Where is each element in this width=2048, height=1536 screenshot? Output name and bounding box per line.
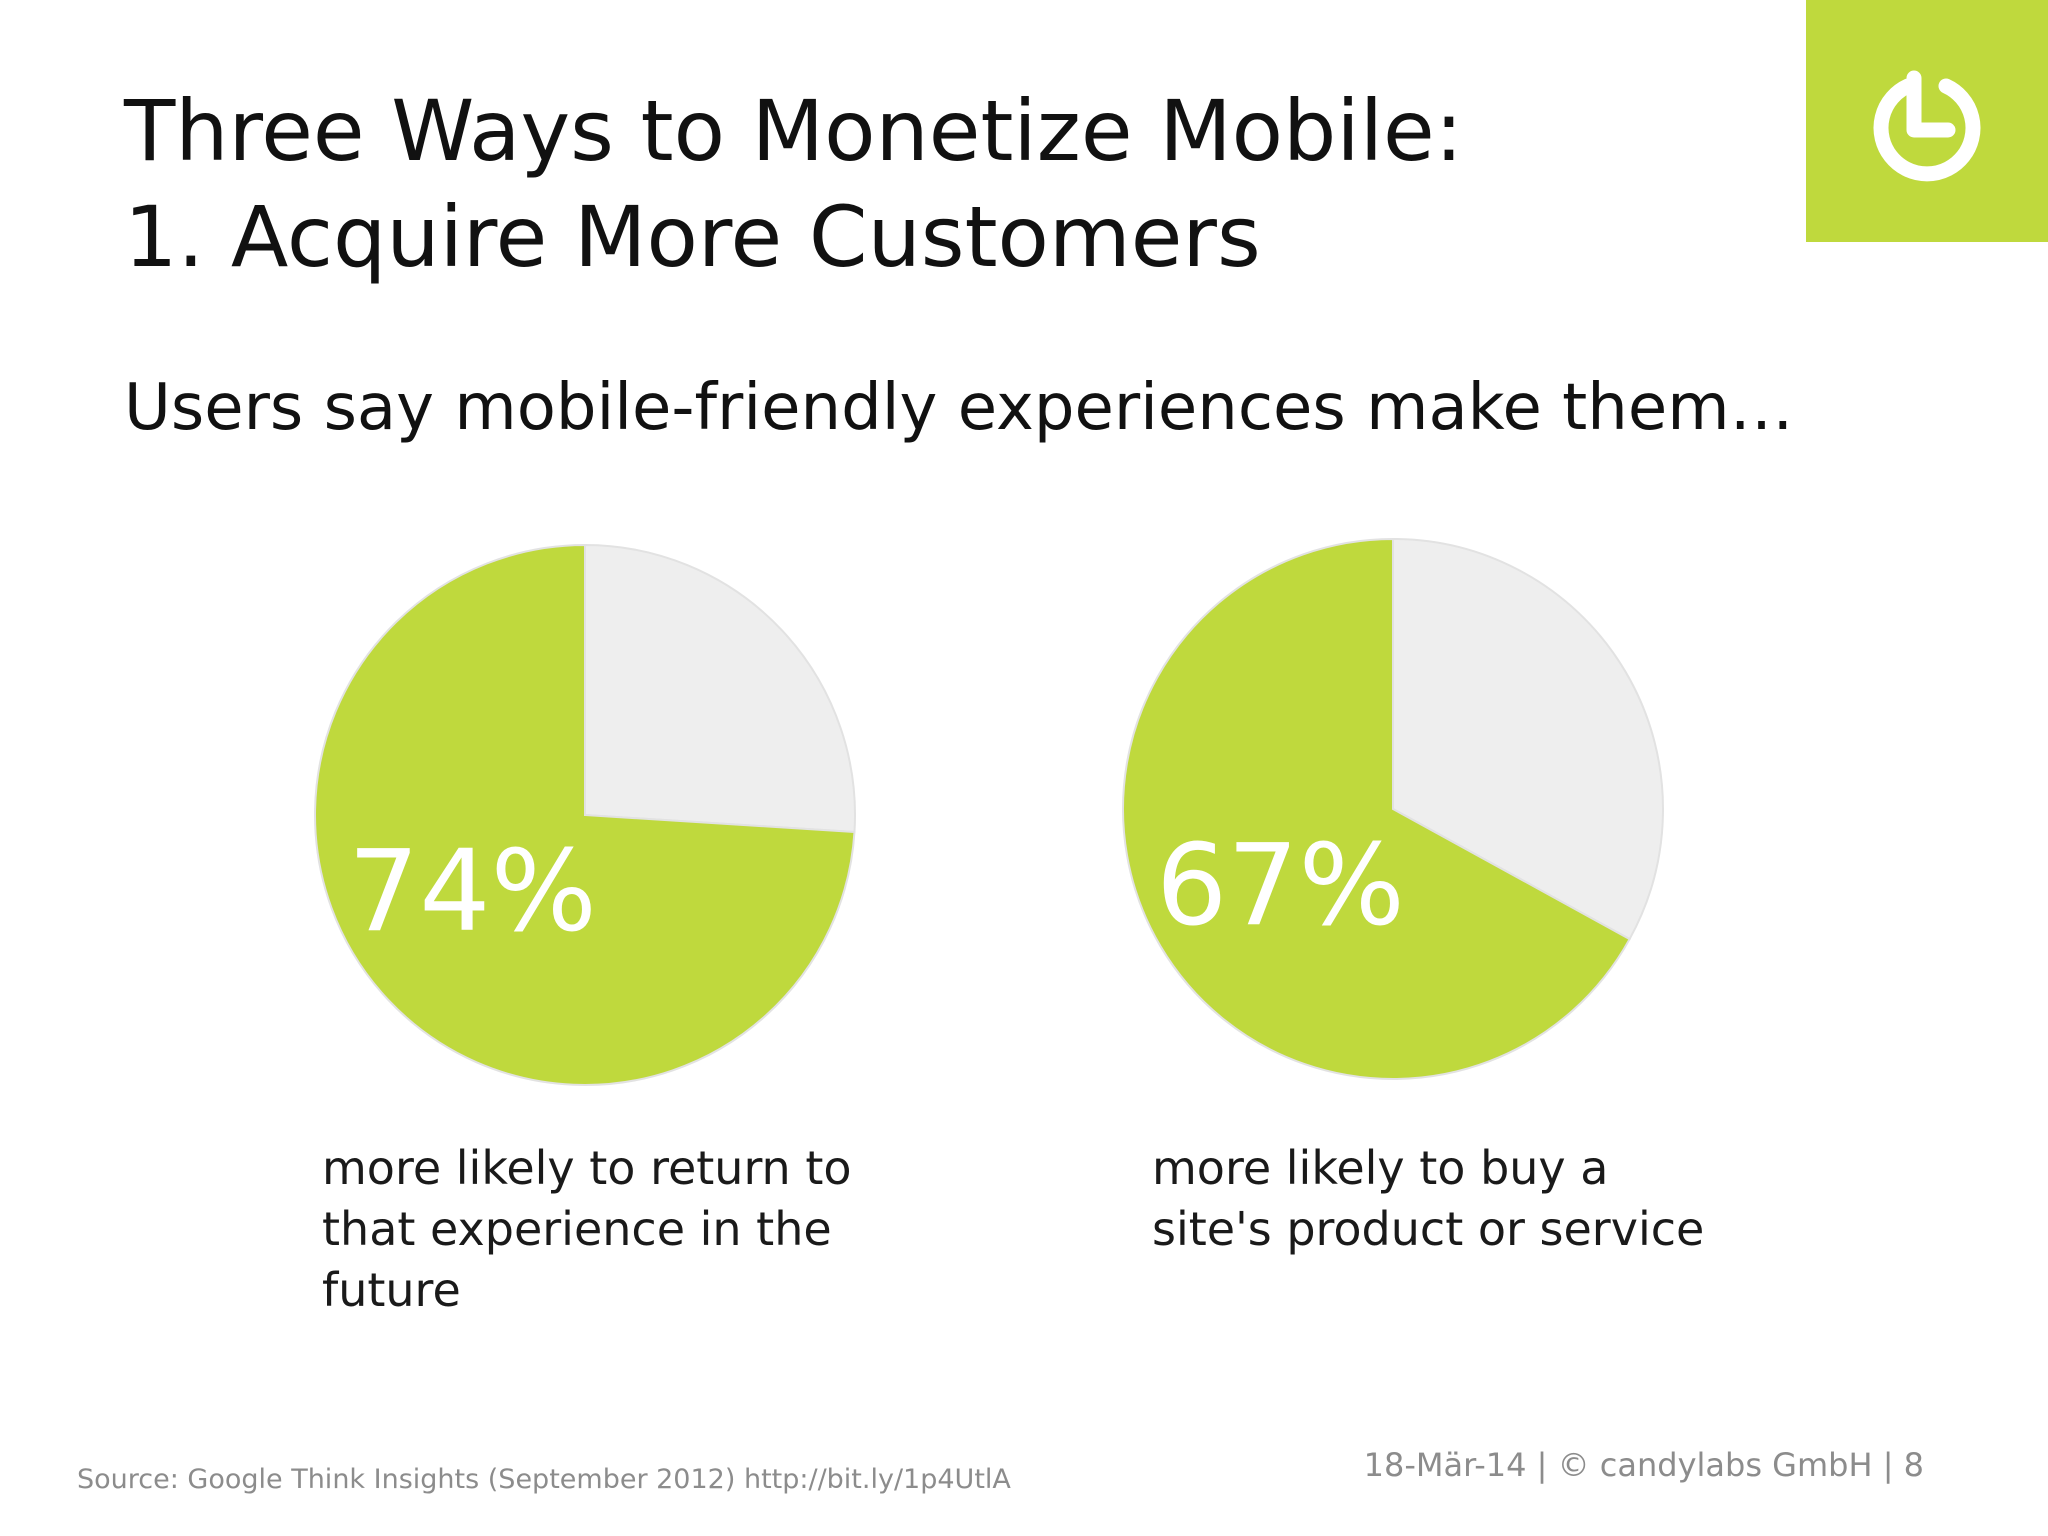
power-icon xyxy=(1873,70,1981,182)
pie-value-label-buy: 67% xyxy=(1156,821,1405,951)
pie-caption-buy: more likely to buy a site's product or s… xyxy=(1152,1141,1705,1256)
source-note: Source: Google Think Insights (September… xyxy=(77,1464,1011,1495)
pie-chart-return-svg: 74% xyxy=(314,543,856,1086)
pie-slice-return-remainder xyxy=(584,543,856,834)
pie-chart-return: 74% xyxy=(310,540,860,1090)
pie-value-label-return: 74% xyxy=(348,827,597,957)
pie-slice-buy-remainder xyxy=(1392,537,1664,941)
brand-logo xyxy=(1806,0,2048,242)
pie-chart-buy: 67% xyxy=(1118,534,1668,1084)
footer: 18-Mär-14 | © candylabs GmbH | 8 xyxy=(1363,1446,1924,1484)
slide-subtitle: Users say mobile-friendly experiences ma… xyxy=(124,371,1794,445)
slide-title: Three Ways to Monetize Mobile: 1. Acquir… xyxy=(124,78,1463,290)
pie-caption-return: more likely to return to that experience… xyxy=(322,1141,852,1317)
pie-slice-buy-main xyxy=(1122,537,1631,1080)
pie-slice-return-main xyxy=(314,543,856,1086)
title-line-2: 1. Acquire More Customers xyxy=(124,188,1261,286)
title-line-1: Three Ways to Monetize Mobile: xyxy=(124,82,1464,180)
pie-chart-buy-svg: 67% xyxy=(1122,537,1664,1080)
